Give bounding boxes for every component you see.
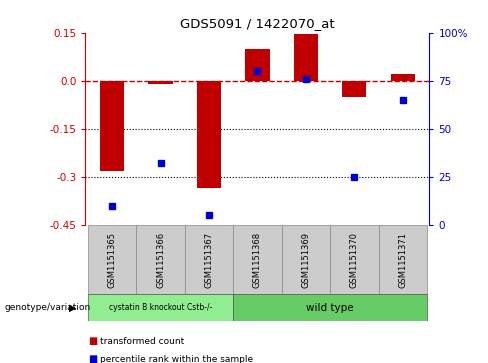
Text: GSM1151367: GSM1151367 xyxy=(204,232,213,287)
Bar xyxy=(233,294,427,321)
Text: wild type: wild type xyxy=(306,303,354,313)
Bar xyxy=(294,34,318,81)
Bar xyxy=(185,225,233,294)
Bar xyxy=(391,74,415,81)
Bar xyxy=(379,225,427,294)
Text: ▶: ▶ xyxy=(69,303,77,313)
Text: GSM1151370: GSM1151370 xyxy=(350,232,359,287)
Text: transformed count: transformed count xyxy=(100,337,184,346)
Text: GSM1151371: GSM1151371 xyxy=(398,232,407,287)
Bar xyxy=(282,225,330,294)
Text: percentile rank within the sample: percentile rank within the sample xyxy=(100,355,253,363)
Bar xyxy=(233,225,282,294)
Bar xyxy=(100,81,124,171)
Bar xyxy=(197,81,221,188)
Text: GSM1151365: GSM1151365 xyxy=(107,232,117,287)
Bar xyxy=(136,225,185,294)
Bar xyxy=(245,49,269,81)
Bar xyxy=(88,225,136,294)
Title: GDS5091 / 1422070_at: GDS5091 / 1422070_at xyxy=(180,17,335,30)
Text: ■: ■ xyxy=(88,336,97,346)
Text: genotype/variation: genotype/variation xyxy=(5,303,91,312)
Bar xyxy=(148,81,173,84)
Bar xyxy=(342,81,366,97)
Text: cystatin B knockout Cstb-/-: cystatin B knockout Cstb-/- xyxy=(109,303,212,312)
Bar xyxy=(88,294,233,321)
Text: GSM1151368: GSM1151368 xyxy=(253,232,262,287)
Text: ■: ■ xyxy=(88,354,97,363)
Text: GSM1151366: GSM1151366 xyxy=(156,232,165,287)
Bar xyxy=(330,225,379,294)
Text: GSM1151369: GSM1151369 xyxy=(302,232,310,287)
